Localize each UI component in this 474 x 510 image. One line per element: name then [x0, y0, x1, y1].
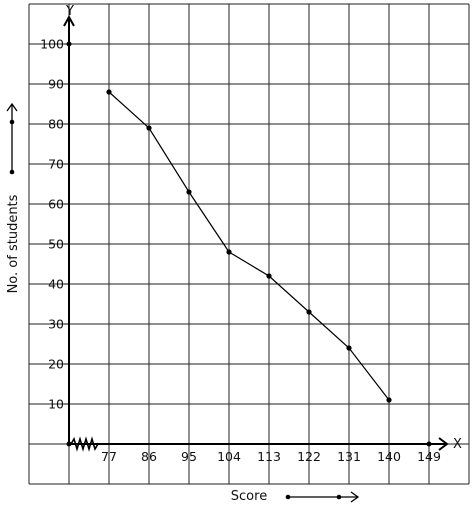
x-tick-label: 104 — [217, 449, 241, 464]
y-tick-label: 20 — [48, 357, 64, 372]
x-tick-label: 140 — [377, 449, 401, 464]
grid — [28, 3, 470, 485]
y-axis-label: No. of students — [6, 194, 21, 293]
origin-dot — [66, 441, 72, 447]
y-tick-label: 30 — [48, 317, 64, 332]
x-label-arrow — [285, 491, 360, 503]
y-axis-arrowhead — [63, 14, 75, 27]
data-point — [306, 309, 312, 315]
x-tick-label: 131 — [337, 449, 361, 464]
tick-labels: 77 86 95 104 113 122 131 140 149 10 20 30 40 50 60 70 80… — [40, 37, 441, 465]
y-tick-label: 90 — [48, 77, 64, 92]
data-point — [266, 273, 272, 279]
data-point — [346, 345, 352, 351]
data-point — [386, 397, 392, 403]
data-point — [146, 125, 152, 131]
y-axis-letter: Y — [65, 4, 74, 19]
data-point — [106, 89, 112, 95]
x-axis-arrowhead — [438, 437, 449, 451]
x-tick-label: 77 — [101, 449, 117, 464]
data-point — [186, 189, 192, 195]
y-label-arrow — [6, 102, 18, 175]
y-tick-label: 80 — [48, 117, 64, 132]
x-tick-label: 86 — [141, 449, 157, 464]
y-tick-label: 40 — [48, 277, 64, 292]
data-point — [226, 249, 232, 255]
series-line — [108, 91, 390, 401]
axis-break-mark — [70, 436, 99, 452]
y-tick-label: 10 — [48, 397, 64, 412]
data-series — [106, 89, 392, 403]
x-tick-label: 149 — [417, 449, 441, 464]
x-tick-label: 122 — [297, 449, 321, 464]
x-tick-label: 113 — [257, 449, 281, 464]
x-last-tick-dot — [426, 441, 432, 447]
y-tick-label: 60 — [48, 197, 64, 212]
x-axis-letter: X — [453, 437, 462, 452]
y-tick-label: 100 — [40, 37, 64, 52]
y-max-dot — [66, 41, 72, 47]
y-tick-label: 50 — [48, 237, 64, 252]
x-tick-label: 95 — [181, 449, 197, 464]
y-tick-label: 70 — [48, 157, 64, 172]
x-axis-label: Score — [231, 489, 267, 504]
